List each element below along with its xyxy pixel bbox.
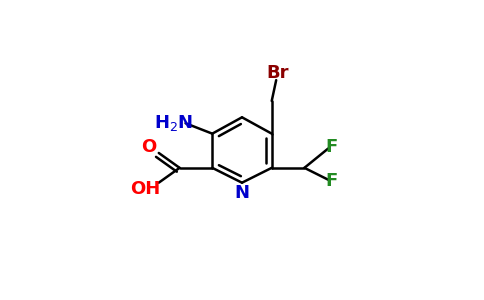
Text: OH: OH: [130, 180, 161, 198]
Text: N: N: [235, 184, 249, 202]
Text: F: F: [325, 172, 337, 190]
Text: O: O: [141, 138, 156, 156]
Text: H$_2$N: H$_2$N: [154, 113, 193, 133]
Text: Br: Br: [266, 64, 289, 82]
Text: F: F: [325, 138, 337, 156]
